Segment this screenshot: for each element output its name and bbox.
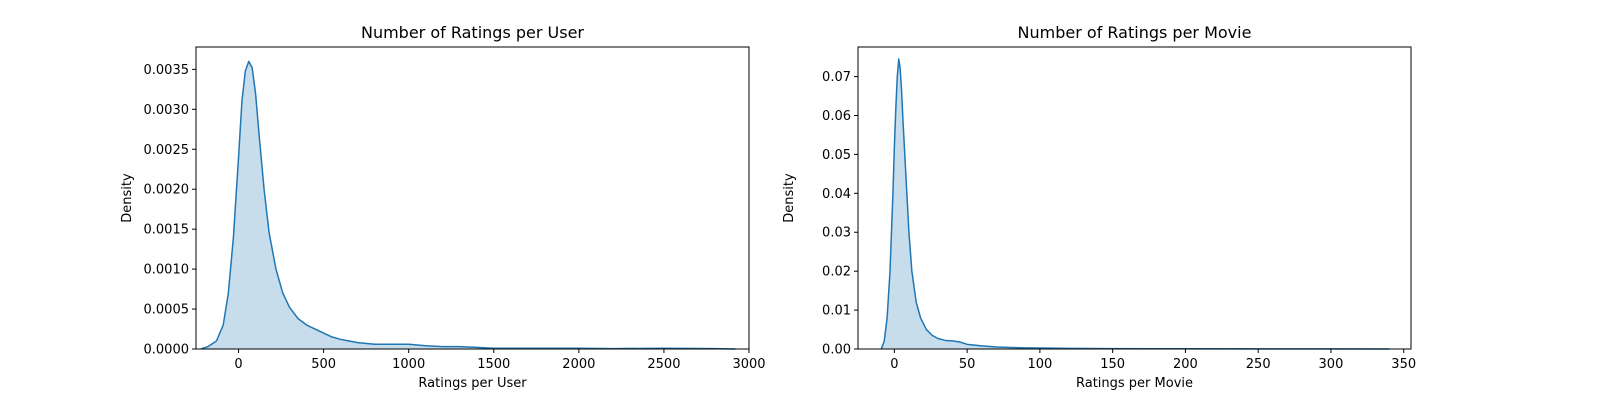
x-tick-label: 200: [1173, 357, 1198, 372]
y-axis-label: Density: [782, 173, 797, 223]
y-tick-label: 0.0015: [144, 223, 190, 238]
x-tick-label: 0: [234, 357, 242, 372]
x-tick-label: 300: [1319, 357, 1344, 372]
chart-title: Number of Ratings per User: [361, 23, 584, 42]
y-tick-label: 0.0020: [144, 183, 190, 198]
x-tick-label: 350: [1391, 357, 1416, 372]
y-tick-label: 0.04: [822, 187, 851, 202]
x-tick-label: 1000: [392, 357, 425, 372]
x-tick-label: 500: [311, 357, 336, 372]
y-tick-label: 0.06: [822, 109, 851, 124]
x-axis-label: Ratings per User: [418, 376, 527, 391]
chart-panel-1: 0 500 1000 1500 2000 2500 3000 0.0000 0.0005 0.00…: [120, 23, 766, 391]
y-axis-label: Density: [120, 173, 135, 223]
x-tick-label: 3000: [732, 357, 765, 372]
x-tick-label: 2500: [647, 357, 680, 372]
y-tick-label: 0.0010: [144, 263, 190, 278]
y-tick-label: 0.05: [822, 148, 851, 163]
y-tick-label: 0.01: [822, 304, 851, 319]
x-tick-label: 2000: [562, 357, 595, 372]
y-tick-label: 0.0035: [144, 63, 190, 78]
density-line-1: [200, 60, 736, 350]
chart-panel-2: 0 50 100 150 200 250 300 350 0.00 0.01 0.02 0.03 0.0…: [782, 23, 1416, 391]
y-tick-label: 0.00: [822, 343, 851, 358]
x-tick-label: 1500: [477, 357, 510, 372]
y-tick-label: 0.07: [822, 70, 851, 85]
y-tick-label: 0.02: [822, 265, 851, 280]
y-tick-label: 0.0005: [144, 303, 190, 318]
y-tick-label: 0.0025: [144, 143, 190, 158]
x-tick-label: 150: [1100, 357, 1125, 372]
x-axis-label: Ratings per Movie: [1076, 376, 1193, 391]
x-tick-label: 250: [1246, 357, 1271, 372]
axes-frame: [195, 46, 750, 350]
density-line-1: [880, 58, 1390, 350]
y-tick-label: 0.0030: [144, 103, 190, 118]
y-tick-label: 0.0000: [144, 343, 190, 358]
chart-title: Number of Ratings per Movie: [1018, 23, 1252, 42]
axes-frame: [857, 46, 1412, 350]
x-tick-label: 100: [1027, 357, 1052, 372]
x-tick-label: 50: [959, 357, 976, 372]
y-tick-label: 0.03: [822, 226, 851, 241]
x-tick-label: 0: [890, 357, 898, 372]
